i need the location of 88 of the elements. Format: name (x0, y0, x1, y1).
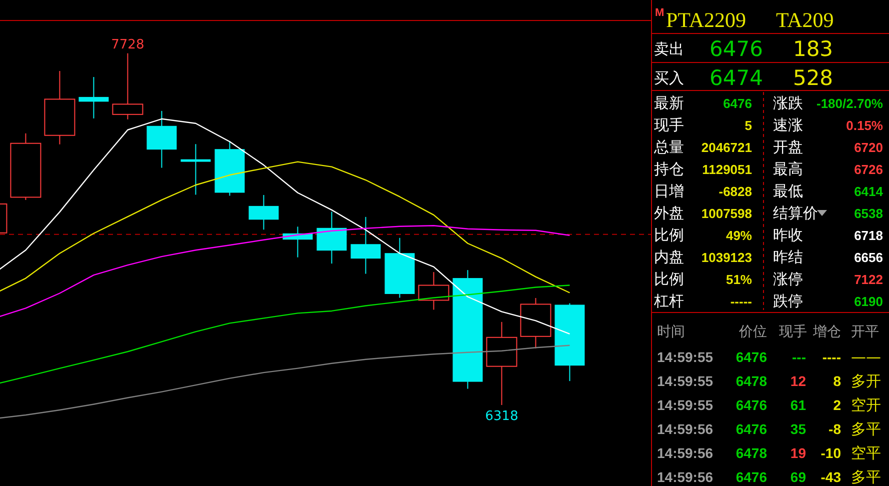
text: 比例 (654, 270, 684, 288)
text: 2 (833, 397, 842, 413)
text: 价位 (738, 324, 767, 340)
annotation: 7728 (111, 37, 144, 52)
text: M (655, 7, 664, 19)
text: 多平 (851, 420, 881, 438)
text: 14:59:56 (657, 469, 714, 485)
text: 1039123 (701, 250, 752, 265)
text: 14:59:55 (657, 397, 714, 413)
text: 最高 (773, 160, 803, 178)
text: 69 (790, 469, 806, 485)
text: ----- (730, 294, 752, 309)
text: 6476 (710, 37, 763, 61)
annotation: 6318 (485, 409, 518, 424)
text: 涨跌 (773, 94, 803, 112)
text: 日增 (654, 182, 684, 200)
text: 6726 (854, 162, 883, 177)
text: 昨结 (773, 248, 803, 266)
text: 比例 (654, 226, 684, 244)
text: 6478 (736, 445, 768, 461)
text: 空开 (851, 396, 881, 414)
text: 6476 (736, 469, 768, 485)
text: 现手 (779, 324, 807, 340)
text: 6720 (854, 140, 883, 155)
text: 最新 (654, 94, 684, 112)
text: 增仓 (812, 324, 841, 340)
text: 12 (790, 373, 806, 389)
text: 14:59:56 (657, 421, 714, 437)
text: 7122 (854, 272, 883, 287)
text: 6476 (736, 397, 768, 413)
text: 持仓 (654, 160, 684, 178)
text: PTA2209 (666, 8, 746, 32)
text: 14:59:55 (657, 349, 714, 365)
text: 总量 (653, 138, 684, 156)
text: -8 (828, 421, 842, 437)
text: TA209 (776, 8, 834, 32)
text: 时间 (657, 324, 685, 340)
text: 8 (833, 373, 842, 389)
text: 51% (726, 272, 752, 287)
text: -10 (820, 445, 842, 461)
text: 19 (790, 445, 806, 461)
text: 买入 (654, 69, 684, 87)
text: 6414 (854, 184, 884, 199)
candlestick (78, 76, 109, 119)
text: 0.15% (846, 118, 884, 133)
text: 14:59:55 (657, 373, 714, 389)
text: 多平 (851, 468, 881, 486)
text: 6476 (736, 349, 768, 365)
text: 外盘 (654, 204, 684, 222)
text: 多开 (851, 372, 881, 390)
text: 1129051 (702, 162, 752, 177)
text: --- (792, 349, 806, 365)
text: 6718 (854, 228, 883, 243)
text: 35 (790, 421, 806, 437)
text: 涨停 (773, 270, 803, 288)
candlestick (180, 144, 211, 196)
text: 183 (792, 37, 834, 61)
text: 528 (792, 66, 834, 90)
text: 杠杆 (653, 292, 684, 310)
text: -180/2.70% (816, 96, 884, 111)
text: 内盘 (654, 248, 684, 266)
text: 速涨 (773, 116, 803, 134)
text: -43 (820, 469, 842, 485)
text: 最低 (773, 182, 803, 200)
text: 现手 (654, 116, 684, 134)
text: —— (851, 348, 881, 366)
text: 6476 (723, 96, 752, 111)
text: 2046721 (701, 140, 752, 155)
text: 6474 (710, 66, 763, 90)
text: 5 (744, 118, 752, 133)
text: 开盘 (773, 138, 803, 156)
text: -6828 (718, 184, 752, 199)
text: 6190 (854, 294, 883, 309)
text: 昨收 (773, 226, 803, 244)
text: 6478 (736, 373, 768, 389)
text: 空平 (851, 444, 881, 462)
text: 6476 (736, 421, 768, 437)
text: 开平 (851, 324, 879, 340)
text: 1007598 (701, 206, 752, 221)
text: 结算价 (773, 204, 818, 222)
text: 6538 (854, 206, 883, 221)
text: 61 (790, 397, 806, 413)
text: 跌停 (773, 292, 803, 310)
text: 49% (726, 228, 752, 243)
text: 14:59:56 (657, 445, 714, 461)
text: 6656 (854, 250, 883, 265)
text: ---- (822, 349, 842, 365)
text: 卖出 (654, 40, 684, 58)
